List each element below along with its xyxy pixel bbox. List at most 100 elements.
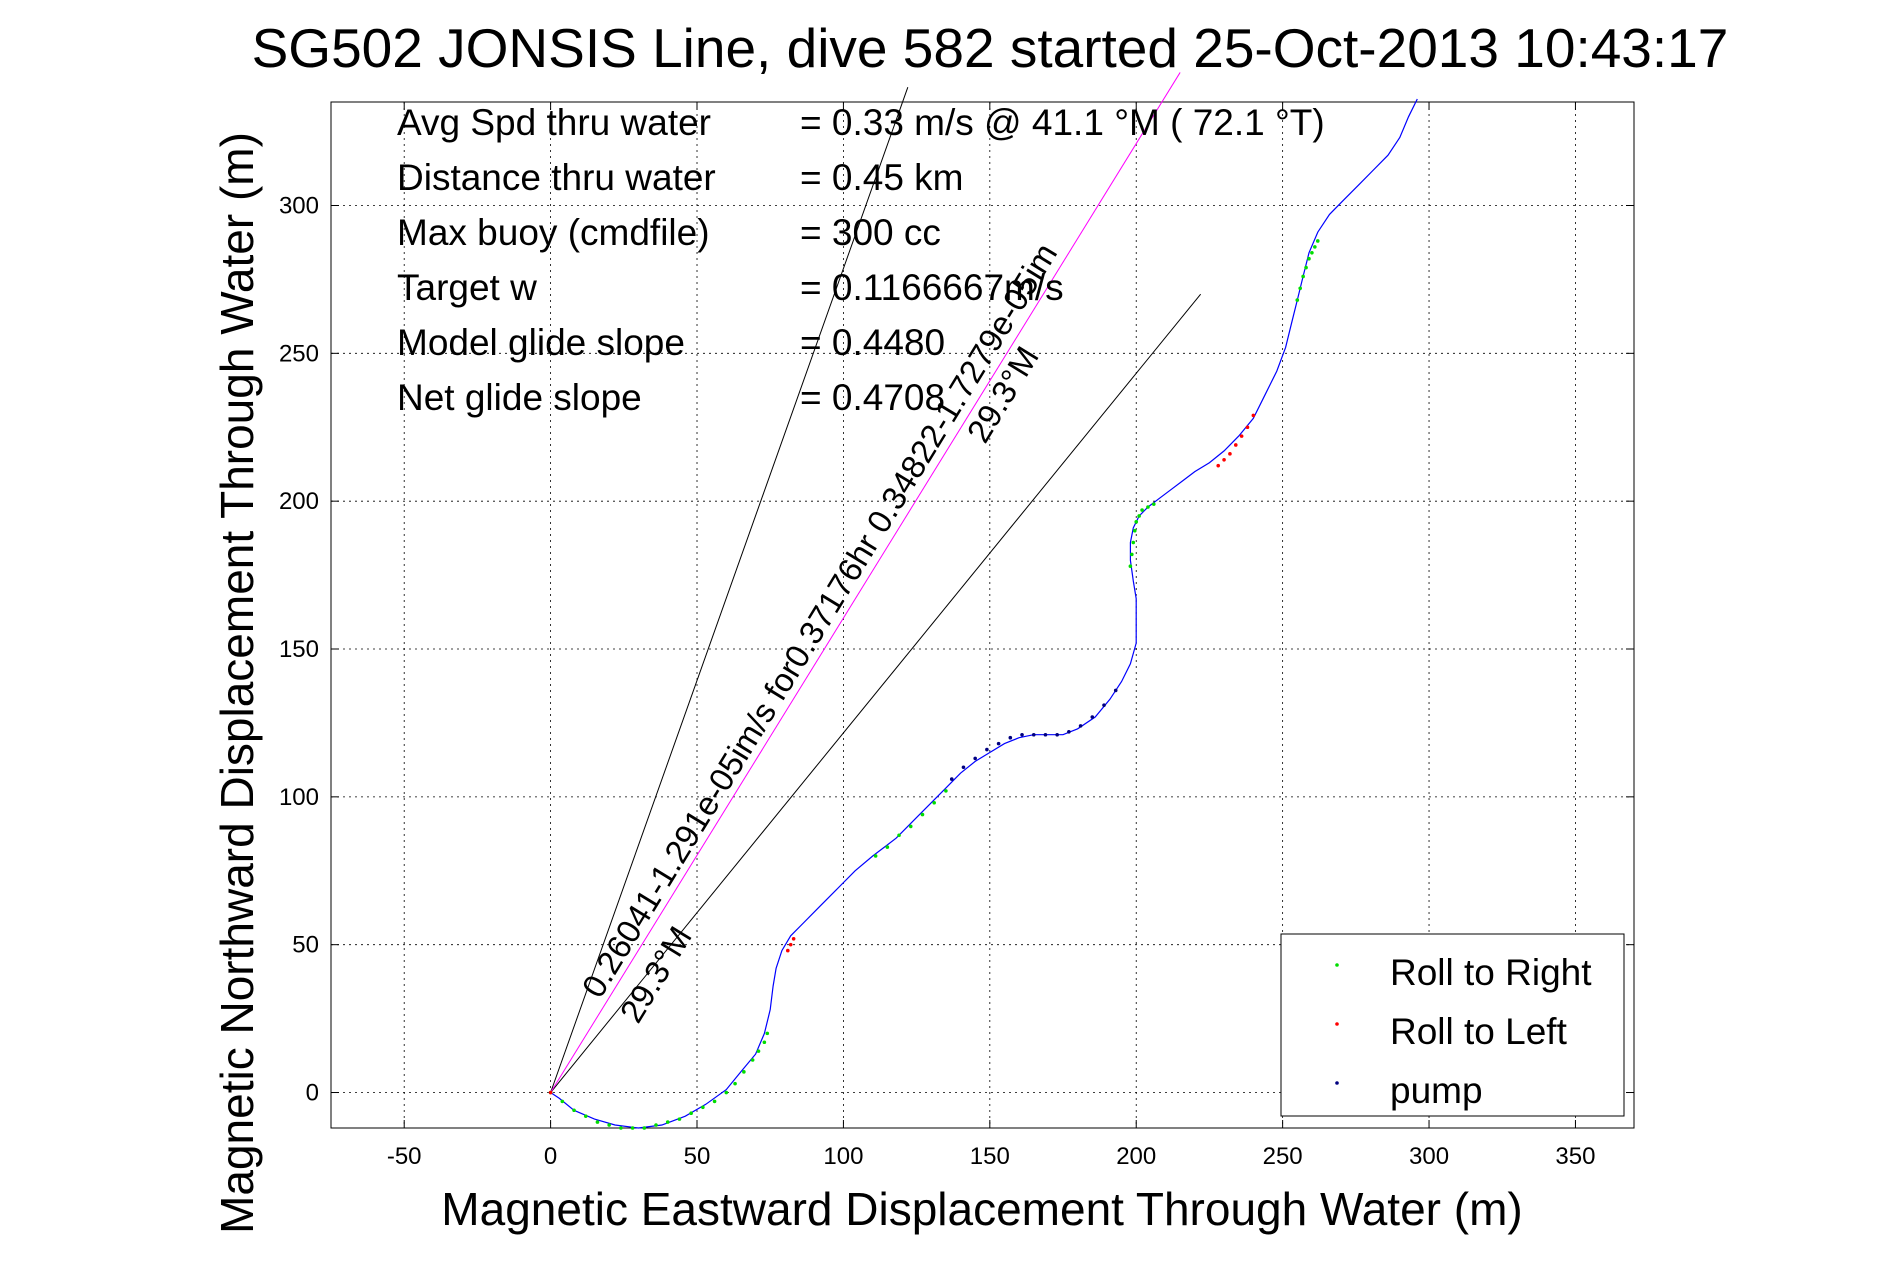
y-tick-label: 250 xyxy=(279,340,319,367)
roll-right-point xyxy=(885,845,890,849)
roll-left-point xyxy=(1228,452,1232,456)
reference-lines xyxy=(550,72,1202,1093)
legend-marker-roll-right xyxy=(1335,963,1339,967)
roll-right-point xyxy=(654,1123,658,1127)
roll-right-point xyxy=(665,1120,670,1124)
roll-left-point xyxy=(548,1090,553,1095)
stat-value-3: = 0.1166667m/s xyxy=(800,267,1064,308)
stat-label-0: Avg Spd thru water xyxy=(397,102,711,143)
track-line xyxy=(550,98,1418,1129)
heading-line-1 xyxy=(550,87,909,1093)
roll-right-point xyxy=(1301,274,1305,279)
pump-point xyxy=(961,765,966,770)
x-tick-label: 250 xyxy=(1263,1143,1303,1170)
x-tick-label: 350 xyxy=(1555,1143,1595,1170)
roll-right-point xyxy=(897,833,901,838)
pump-point xyxy=(1102,703,1106,707)
roll-right-point xyxy=(1132,528,1137,533)
roll-right-point xyxy=(1131,540,1136,545)
pump-point xyxy=(1031,732,1036,737)
roll-right-point xyxy=(1146,505,1150,509)
pump-point xyxy=(985,747,989,752)
roll-left-point xyxy=(791,936,796,941)
x-tick-label: 100 xyxy=(823,1143,863,1170)
roll-right-point xyxy=(607,1123,611,1127)
pump-point xyxy=(1090,715,1095,719)
stats-block: Avg Spd thru water = 0.33 m/s @ 41.1 °M … xyxy=(397,102,1325,418)
legend-label-roll-right: Roll to Right xyxy=(1390,952,1592,993)
roll-right-point xyxy=(1134,520,1139,524)
roll-left-point xyxy=(1245,425,1250,430)
current-vector-line xyxy=(550,72,1181,1093)
y-tick-label: 50 xyxy=(292,932,319,959)
roll-right-point xyxy=(1315,239,1320,243)
y-tick-label: 300 xyxy=(279,192,319,219)
pump-point xyxy=(973,756,977,761)
roll-right-point xyxy=(560,1099,565,1104)
roll-right-point xyxy=(756,1049,761,1053)
stat-label-4: Model glide slope xyxy=(397,322,685,363)
roll-right-point xyxy=(1304,265,1308,270)
stat-value-0: = 0.33 m/s @ 41.1 °M ( 72.1 °T) xyxy=(800,102,1325,143)
roll-right-point xyxy=(765,1031,770,1036)
pump-point xyxy=(1008,735,1013,740)
x-tick-label: 200 xyxy=(1116,1143,1156,1170)
roll-right-points xyxy=(548,239,1320,1130)
stat-label-3: Target w xyxy=(397,267,537,308)
roll-left-point xyxy=(1233,443,1238,447)
roll-right-point xyxy=(1128,564,1133,569)
roll-right-point xyxy=(1310,250,1314,255)
roll-right-point xyxy=(920,812,925,817)
roll-right-point xyxy=(1151,502,1156,506)
roll-left-point xyxy=(1216,463,1221,468)
roll-right-point xyxy=(595,1120,600,1124)
roll-right-point xyxy=(762,1040,767,1045)
legend-label-roll-left: Roll to Left xyxy=(1390,1011,1568,1052)
stat-value-2: = 300 cc xyxy=(800,212,941,253)
x-axis-label: Magnetic Eastward Displacement Through W… xyxy=(441,1183,1522,1235)
pump-point xyxy=(996,741,1001,746)
pump-point xyxy=(1020,732,1024,737)
heading-line-2 xyxy=(550,293,1202,1093)
pump-point xyxy=(1113,688,1118,693)
x-tick-label: -50 xyxy=(387,1143,422,1170)
roll-left-points xyxy=(548,413,1256,1095)
roll-left-point xyxy=(1239,434,1244,438)
pump-points xyxy=(949,688,1118,781)
roll-right-point xyxy=(733,1081,737,1086)
x-tick-label: 300 xyxy=(1409,1143,1449,1170)
roll-right-point xyxy=(944,789,948,793)
stat-value-5: = 0.4708 xyxy=(800,377,945,418)
roll-right-point xyxy=(724,1090,729,1095)
y-tick-label: 100 xyxy=(279,784,319,811)
roll-right-point xyxy=(689,1111,693,1116)
roll-right-point xyxy=(908,824,913,829)
roll-right-point xyxy=(1295,298,1300,302)
stat-label-5: Net glide slope xyxy=(397,377,642,418)
stat-value-1: = 0.45 km xyxy=(800,157,964,198)
y-tick-label: 150 xyxy=(279,636,319,663)
roll-right-point xyxy=(1307,256,1311,261)
y-tick-labels: 0 50 100 150 200 250 300 xyxy=(279,192,319,1106)
pump-point xyxy=(1067,729,1071,734)
stat-value-4: = 0.4480 xyxy=(800,322,945,363)
x-tick-label: 0 xyxy=(544,1143,557,1170)
roll-right-point xyxy=(642,1126,647,1130)
legend-label-pump: pump xyxy=(1390,1070,1483,1111)
pump-point xyxy=(1055,732,1059,737)
y-tick-label: 0 xyxy=(306,1080,319,1107)
y-axis-label: Magnetic Northward Displacement Through … xyxy=(211,132,263,1234)
roll-right-point xyxy=(750,1058,755,1062)
roll-right-point xyxy=(630,1126,635,1130)
roll-right-point xyxy=(1130,552,1134,557)
x-tick-label: 50 xyxy=(684,1143,711,1170)
roll-left-point xyxy=(788,942,793,947)
roll-right-point xyxy=(1140,508,1144,512)
stat-label-1: Distance thru water xyxy=(397,157,716,198)
roll-right-point xyxy=(932,800,936,805)
y-tick-label: 200 xyxy=(279,488,319,515)
roll-right-point xyxy=(583,1114,588,1118)
stat-label-2: Max buoy (cmdfile) xyxy=(397,212,710,253)
roll-right-point xyxy=(619,1126,623,1130)
